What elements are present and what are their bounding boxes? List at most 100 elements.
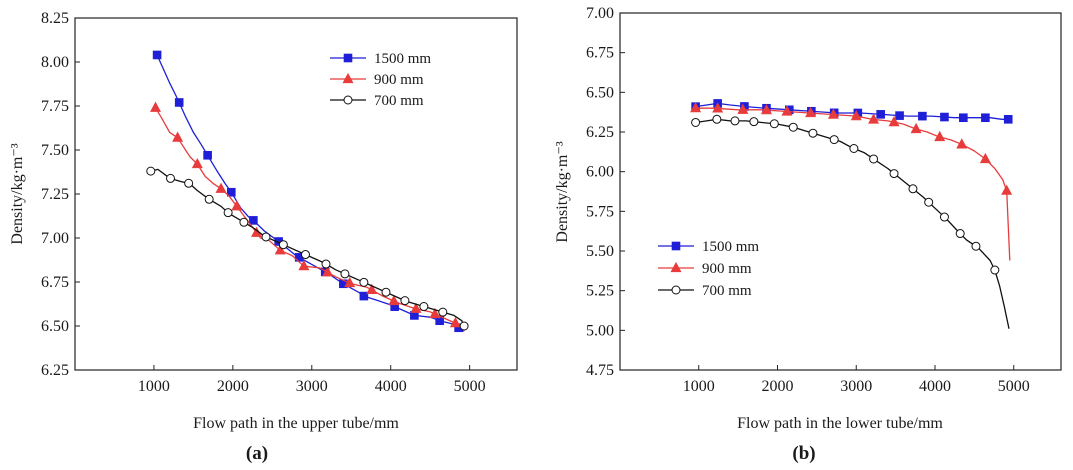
data-point xyxy=(381,287,391,297)
data-point xyxy=(940,112,949,122)
data-point xyxy=(359,277,369,287)
legend-item: 700 mm xyxy=(330,93,424,109)
legend-a: 1500 mm 900 mm 700 mm xyxy=(330,51,431,109)
x-tick-label: 4000 xyxy=(919,378,951,395)
data-point xyxy=(388,294,400,306)
data-point xyxy=(438,307,448,317)
axis-ticks-b: 1000 2000 3000 4000 5000 4.75 5.00 5.25 5.50 5.75… xyxy=(586,5,1030,395)
data-point xyxy=(150,101,162,112)
panel-label-b: (b) xyxy=(792,443,815,464)
data-point xyxy=(888,116,900,127)
x-axis-label-a: Flow path in the upper tube/mm xyxy=(193,415,399,432)
x-tick-label: 5000 xyxy=(998,378,1030,395)
series-a-2 xyxy=(146,166,469,331)
legend-item: 1500 mm xyxy=(658,239,759,255)
plot-frame-b xyxy=(619,12,1062,371)
plot-frame-a xyxy=(74,17,518,371)
x-tick-label: 2000 xyxy=(762,378,794,395)
data-point xyxy=(174,98,184,107)
data-point xyxy=(808,128,818,138)
legend-marker xyxy=(671,241,681,251)
data-point xyxy=(934,130,946,142)
data-point xyxy=(955,229,965,239)
axis-ticks-a: 1000 2000 3000 4000 5000 6.25 6.50 6.75 7.00 7.25… xyxy=(41,10,486,395)
data-point xyxy=(203,150,212,160)
data-point xyxy=(829,135,839,145)
series-line xyxy=(150,168,465,327)
legend-marker xyxy=(671,285,681,295)
y-tick-label: 6.75 xyxy=(41,274,69,291)
legend-item: 1500 mm xyxy=(330,51,431,67)
y-tick-label: 7.00 xyxy=(586,5,614,22)
data-point xyxy=(321,259,331,269)
data-point xyxy=(449,317,461,328)
data-point xyxy=(239,217,249,227)
panel-label-a: (a) xyxy=(246,443,268,464)
y-tick-label: 5.50 xyxy=(586,243,614,260)
y-tick-label: 6.50 xyxy=(586,84,614,101)
data-point xyxy=(152,50,162,60)
data-point xyxy=(959,113,968,123)
data-point xyxy=(712,114,722,124)
x-tick-label: 1000 xyxy=(683,378,715,395)
data-point xyxy=(146,166,156,176)
data-point xyxy=(261,232,271,242)
y-axis-label-b: Density/kg·m⁻³ xyxy=(554,141,571,242)
x-tick-label: 1000 xyxy=(138,378,170,395)
data-point xyxy=(760,103,772,115)
data-point xyxy=(1003,115,1013,124)
data-point xyxy=(956,138,968,149)
x-tick-label: 3000 xyxy=(296,378,328,395)
x-tick-label: 5000 xyxy=(454,378,486,395)
y-tick-label: 7.50 xyxy=(41,142,69,159)
data-point xyxy=(166,173,176,183)
data-point xyxy=(827,108,839,119)
data-point xyxy=(691,117,701,127)
data-point xyxy=(191,157,203,169)
data-point xyxy=(712,102,724,113)
data-point xyxy=(788,122,798,132)
data-point xyxy=(781,105,793,116)
series-group-b xyxy=(690,99,1013,329)
data-point xyxy=(300,250,310,260)
y-tick-label: 8.00 xyxy=(41,54,69,71)
data-point xyxy=(400,296,410,306)
data-point xyxy=(924,197,934,207)
legend-item: 900 mm xyxy=(330,72,424,88)
data-point xyxy=(990,265,1000,275)
data-point xyxy=(410,302,422,313)
data-point xyxy=(184,178,194,188)
y-tick-label: 6.00 xyxy=(586,164,614,181)
chart-panel-a: 1000 2000 3000 4000 5000 6.25 6.50 6.75 7.00 7.25… xyxy=(9,10,518,464)
series-line xyxy=(695,102,1011,120)
data-point xyxy=(979,152,991,164)
legend-label: 700 mm xyxy=(702,283,752,299)
legend-item: 700 mm xyxy=(658,283,752,299)
legend-label: 1500 mm xyxy=(374,51,431,67)
data-point xyxy=(226,187,236,197)
data-point xyxy=(278,240,288,250)
y-tick-label: 4.75 xyxy=(586,362,614,379)
legend-marker xyxy=(343,95,353,105)
data-point xyxy=(971,241,981,251)
data-point xyxy=(876,110,885,119)
data-point xyxy=(850,109,862,121)
data-point xyxy=(769,119,779,129)
y-tick-label: 7.25 xyxy=(41,186,69,203)
y-tick-label: 6.25 xyxy=(41,362,69,379)
y-tick-label: 8.25 xyxy=(41,10,69,27)
data-point xyxy=(749,117,759,127)
data-point xyxy=(918,111,927,121)
data-point xyxy=(223,208,233,218)
series-a-1 xyxy=(150,101,465,332)
data-point xyxy=(366,283,378,295)
legend-item: 900 mm xyxy=(658,261,752,277)
data-point xyxy=(215,182,227,193)
data-point xyxy=(908,184,918,194)
data-point xyxy=(849,144,859,154)
data-point xyxy=(322,266,334,277)
series-line xyxy=(695,107,1011,261)
data-point xyxy=(730,116,740,126)
data-point xyxy=(429,307,441,319)
